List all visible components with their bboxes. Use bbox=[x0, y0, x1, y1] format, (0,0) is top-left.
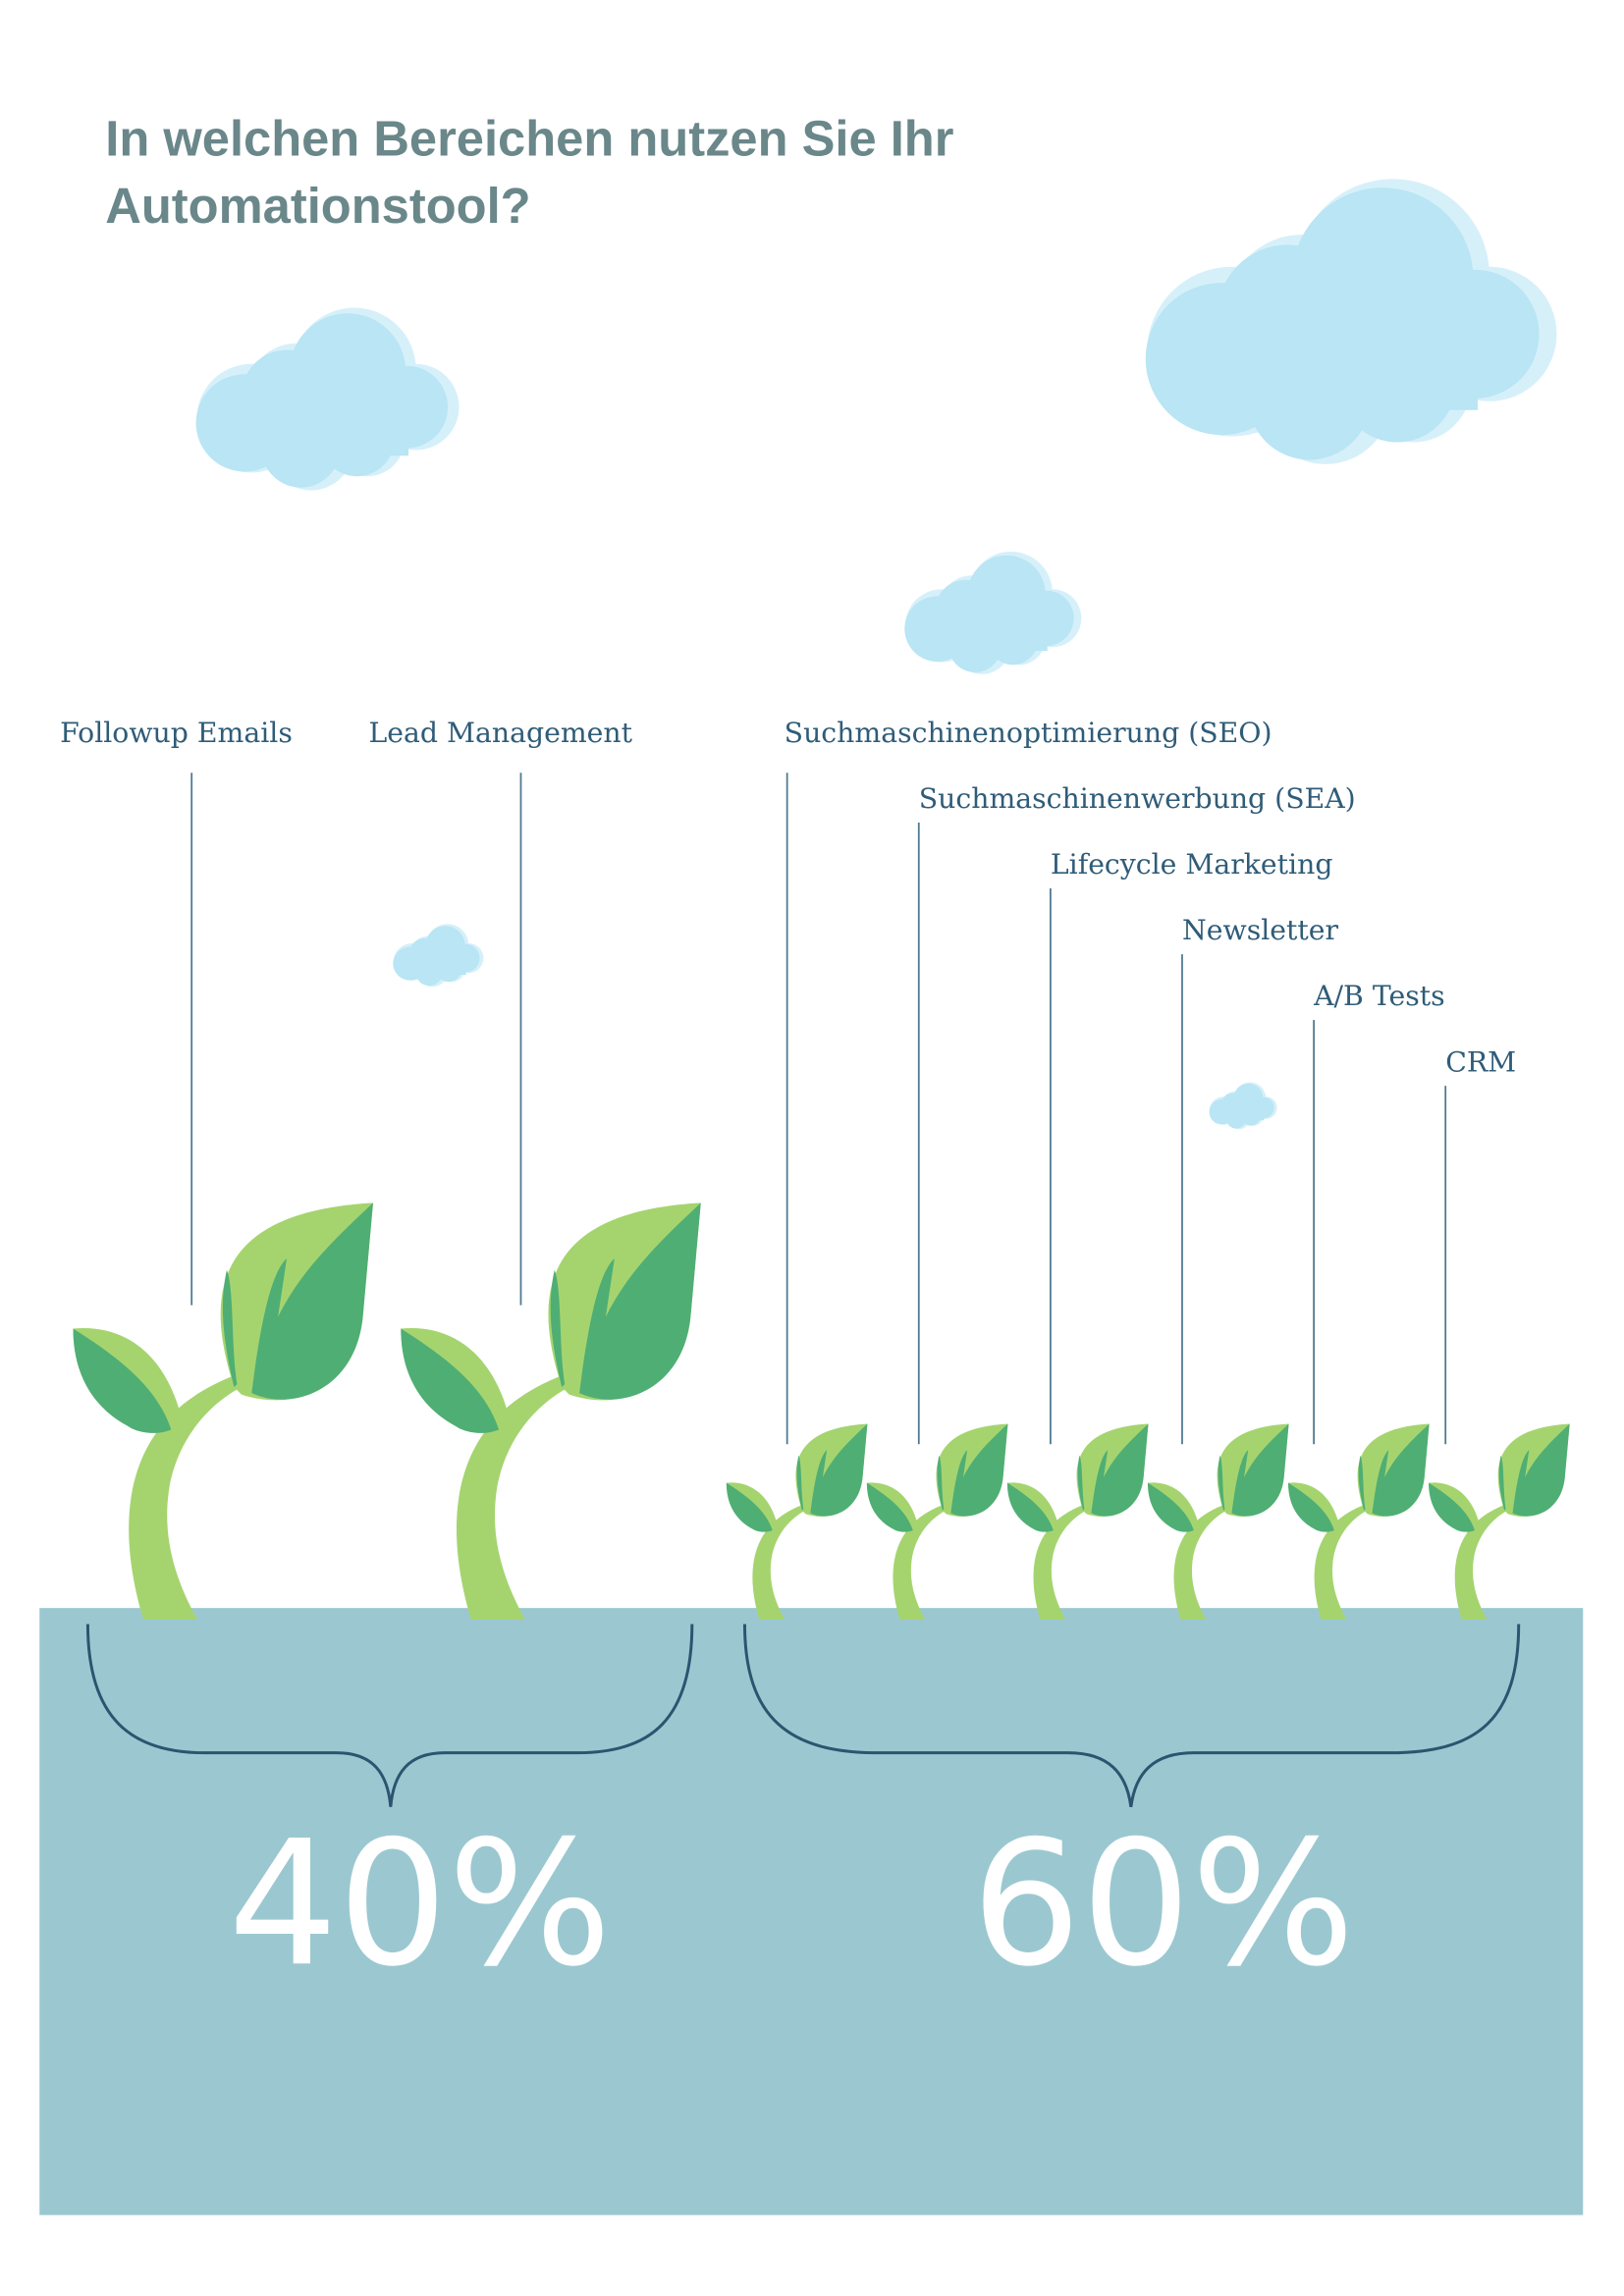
plant-small-lifecycle bbox=[1006, 1423, 1149, 1621]
cloud-tiny-left bbox=[393, 924, 484, 988]
label-lead-management: Lead Management bbox=[369, 717, 633, 749]
plant-small-seo bbox=[726, 1423, 868, 1621]
label-ab-tests: A/B Tests bbox=[1313, 980, 1445, 1012]
brace-right bbox=[742, 1624, 1521, 1807]
leader-lines bbox=[190, 773, 1447, 1445]
label-sea: Suchmaschinenwerbung (SEA) bbox=[919, 782, 1356, 815]
label-crm: CRM bbox=[1445, 1045, 1516, 1078]
cloud-tiny-right bbox=[1209, 1082, 1277, 1130]
brace-left bbox=[85, 1624, 694, 1807]
title-line-1: In welchen Bereichen nutzen Sie Ihr bbox=[105, 110, 953, 166]
ground bbox=[39, 1608, 1584, 2216]
label-followup-emails: Followup Emails bbox=[60, 717, 293, 749]
cloud-middle bbox=[904, 551, 1082, 674]
percent-40: 40% bbox=[228, 1804, 612, 2004]
label-newsletter: Newsletter bbox=[1182, 914, 1339, 946]
label-lifecycle-marketing: Lifecycle Marketing bbox=[1051, 848, 1333, 881]
plant-small-newsletter bbox=[1147, 1423, 1289, 1621]
plant-large-followup bbox=[73, 1202, 373, 1621]
label-seo: Suchmaschinenoptimierung (SEO) bbox=[785, 717, 1272, 749]
title-line-2: Automationstool? bbox=[105, 178, 530, 234]
plant-small-abtests bbox=[1288, 1423, 1430, 1621]
cloud-left bbox=[195, 307, 460, 491]
cloud-large bbox=[1145, 179, 1557, 464]
plant-small-crm bbox=[1429, 1423, 1570, 1621]
percent-60: 60% bbox=[971, 1804, 1355, 2004]
plant-large-lead bbox=[401, 1202, 701, 1621]
plant-small-sea bbox=[866, 1423, 1008, 1621]
